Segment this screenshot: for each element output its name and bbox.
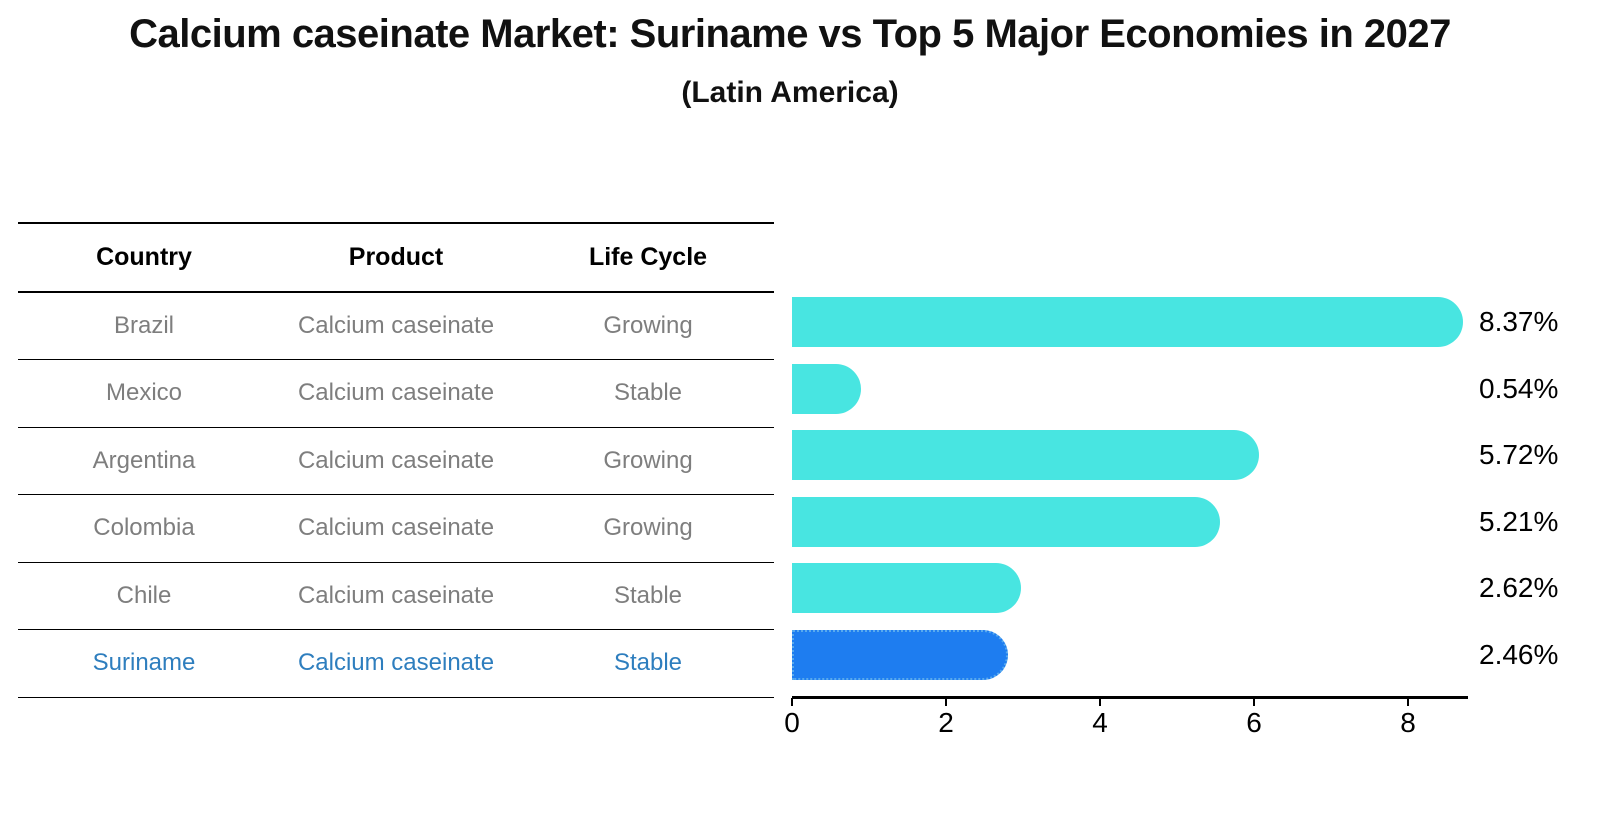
bar-value-label: 2.62% xyxy=(1479,572,1559,604)
country-cell: Argentina xyxy=(92,446,196,474)
x-axis-tick-label: 2 xyxy=(938,707,954,738)
chart-title: Calcium caseinate Market: Suriname vs To… xyxy=(129,12,1451,56)
product-cell: Calcium caseinate xyxy=(297,446,495,474)
x-axis-tick xyxy=(1098,698,1102,706)
product-cell: Calcium caseinate xyxy=(297,379,495,407)
x-axis-tick-label: 6 xyxy=(1246,707,1262,738)
table-row-brazil: Brazil Calcium caseinate Growing xyxy=(18,293,774,360)
bar-value-label: 8.37% xyxy=(1479,306,1559,338)
life-cycle-cell: Growing xyxy=(603,446,693,474)
bar-value-label: 0.54% xyxy=(1479,372,1559,404)
bar-argentina xyxy=(792,430,1260,481)
bar-brazil xyxy=(792,297,1464,348)
country-cell: Suriname xyxy=(92,649,196,677)
country-cell: Mexico xyxy=(105,379,183,407)
chart-subtitle: (Latin America) xyxy=(681,76,899,109)
table-row-mexico: Mexico Calcium caseinate Stable xyxy=(18,360,774,428)
col-header-country: Country xyxy=(96,242,192,271)
bar-colombia xyxy=(792,496,1221,547)
x-axis-tick-label: 0 xyxy=(784,707,800,738)
table-row-argentina: Argentina Calcium caseinate Growing xyxy=(18,428,774,495)
country-cell: Chile xyxy=(116,581,172,609)
country-cell: Brazil xyxy=(113,311,174,339)
product-cell: Calcium caseinate xyxy=(297,649,495,677)
bar-value-label: 5.21% xyxy=(1479,505,1559,537)
info-table: Country Product Life Cycle Brazil Calciu… xyxy=(18,222,774,698)
product-cell: Calcium caseinate xyxy=(297,581,495,609)
table-row-chile: Chile Calcium caseinate Stable xyxy=(18,563,774,630)
x-axis-tick-label: 8 xyxy=(1400,707,1416,738)
life-cycle-cell: Stable xyxy=(613,649,683,677)
x-axis-tick xyxy=(944,698,948,706)
product-cell: Calcium caseinate xyxy=(297,311,495,339)
life-cycle-cell: Growing xyxy=(603,514,693,542)
table-header-row: Country Product Life Cycle xyxy=(18,224,774,293)
bar-value-label: 2.46% xyxy=(1479,638,1559,670)
x-axis-tick xyxy=(1252,698,1256,706)
life-cycle-cell: Stable xyxy=(613,379,683,407)
life-cycle-cell: Stable xyxy=(613,581,683,609)
x-axis-tick xyxy=(790,698,794,706)
country-cell: Colombia xyxy=(93,514,195,542)
col-header-product: Product xyxy=(348,242,444,271)
x-axis-line xyxy=(792,696,1468,699)
table-row-colombia: Colombia Calcium caseinate Growing xyxy=(18,495,774,563)
x-axis-tick xyxy=(1406,698,1410,706)
product-cell: Calcium caseinate xyxy=(297,514,495,542)
bar-plot: 8.37% 0.54% 5.72% 5.21% 2.62% 2.46% 0 2 … xyxy=(784,0,1604,823)
bar-chile xyxy=(792,563,1021,614)
life-cycle-cell: Growing xyxy=(603,311,693,339)
x-axis-tick-label: 4 xyxy=(1092,707,1108,738)
bar-value-label: 5.72% xyxy=(1479,439,1559,471)
bar-mexico xyxy=(792,363,861,414)
bar-suriname xyxy=(792,629,1009,680)
col-header-life-cycle: Life Cycle xyxy=(588,242,708,271)
table-row-suriname: Suriname Calcium caseinate Stable xyxy=(18,630,774,698)
